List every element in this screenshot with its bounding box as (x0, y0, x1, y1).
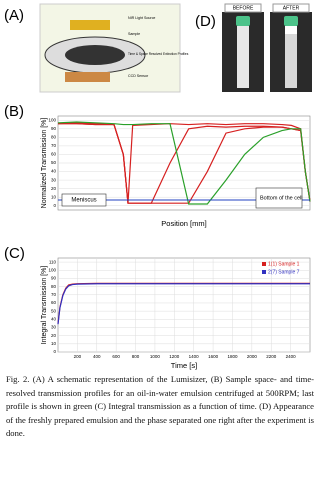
annotation-box (255, 187, 303, 209)
photo-caption: BEFORE (233, 5, 254, 11)
y-tick-label: 50 (51, 308, 57, 313)
x-tick-label: 1000 (150, 354, 161, 359)
legend-swatch (262, 270, 266, 274)
rotor-hub (65, 45, 125, 65)
y-axis-title: Normalized Transmission [%] (41, 118, 48, 209)
y-tick-label: 110 (49, 259, 57, 264)
annotation-box (61, 193, 107, 207)
y-tick-label: 20 (51, 333, 57, 338)
x-tick-label: 1200 (169, 354, 180, 359)
y-tick-label: 60 (51, 152, 57, 157)
x-tick-label: 2200 (266, 354, 277, 359)
photo-tag (272, 3, 310, 13)
x-tick-label: 400 (93, 354, 101, 359)
x-tick-label: 1800 (227, 354, 238, 359)
tube-cap (236, 16, 250, 26)
figure: (A) NIR Light Source Sample Time & Space… (4, 3, 312, 370)
sensor (65, 72, 110, 82)
schematic-text: CCD Sensor (128, 74, 149, 78)
panel-label: (C) (4, 245, 25, 262)
x-axis-title: Time [s] (171, 361, 197, 370)
photos: BEFORE AFTER (222, 3, 312, 92)
x-tick-label: 1400 (189, 354, 200, 359)
y-tick-label: 40 (51, 316, 57, 321)
x-tick-label: 600 (112, 354, 120, 359)
y-tick-label: 30 (51, 325, 57, 330)
tube (237, 26, 249, 88)
y-axis-title: Integral Transmission [%] (41, 266, 48, 345)
caption: Fig. 2. (A) A schematic representation o… (6, 374, 314, 439)
panel-label: (B) (4, 103, 24, 120)
y-tick-label: 40 (51, 169, 57, 174)
series-line (57, 283, 310, 325)
photo-caption: AFTER (283, 5, 300, 11)
x-tick-label: 1600 (208, 354, 219, 359)
x-axis-title: Position [mm] (161, 219, 206, 228)
y-tick-label: 70 (51, 143, 57, 148)
y-tick-label: 20 (51, 186, 57, 191)
panel-label: (D) (195, 13, 216, 30)
schematic-text: Time & Space Resolved Extinction Profile… (128, 52, 189, 56)
tube-cap (284, 16, 298, 26)
light-source (70, 20, 110, 30)
y-tick-label: 90 (51, 276, 57, 281)
annotation: Bottom of the cell (260, 195, 303, 201)
panel-label: (A) (4, 7, 24, 24)
tube (285, 26, 297, 88)
x-tick-label: 2400 (286, 354, 297, 359)
y-tick-label: 60 (51, 300, 57, 305)
schematic-text: Sample (128, 32, 140, 36)
y-tick-label: 100 (48, 117, 56, 122)
y-tick-label: 50 (51, 160, 57, 165)
y-tick-label: 90 (51, 126, 57, 131)
legend-label: 2(7) Sample 7 (268, 269, 300, 275)
legend-label: 1(1) Sample 1 (268, 261, 300, 267)
x-tick-label: 2000 (247, 354, 258, 359)
series-line (57, 121, 311, 205)
tube-phase (285, 26, 297, 34)
schematic: NIR Light Source Sample Time & Space Res… (39, 3, 189, 93)
schematic-text: NIR Light Source (128, 16, 155, 20)
legend-swatch (262, 262, 266, 266)
y-tick-label: 0 (53, 349, 56, 354)
y-tick-label: 0 (53, 203, 56, 208)
y-tick-label: 10 (51, 341, 57, 346)
plot-area (57, 257, 311, 353)
photo-tag (224, 3, 262, 13)
x-tick-label: 800 (132, 354, 140, 359)
annotation: Meniscus (71, 198, 96, 204)
y-tick-label: 80 (51, 135, 57, 140)
y-tick-label: 10 (51, 194, 57, 199)
y-tick-label: 70 (51, 292, 57, 297)
y-tick-label: 80 (51, 284, 57, 289)
x-tick-label: 200 (74, 354, 82, 359)
y-tick-label: 100 (48, 267, 56, 272)
y-tick-label: 30 (51, 177, 57, 182)
